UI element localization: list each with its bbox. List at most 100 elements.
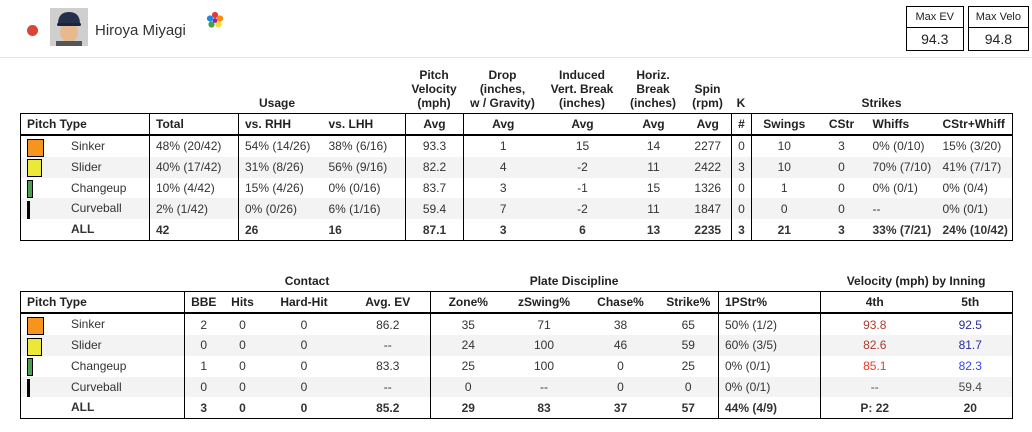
cell-hard-hit: 0	[300, 317, 308, 332]
max-ev-label: Max EV	[906, 7, 963, 28]
cell-swings: 10	[751, 156, 817, 178]
player-header: Hiroya Miyagi Max EV 94.3 Max Velo 94.8	[0, 0, 1032, 58]
cell-vs-rhh: 54% (14/26)	[238, 135, 323, 157]
max-ev-box: Max EV 94.3	[905, 6, 964, 51]
cell-avg-ev: 83.3	[376, 359, 400, 374]
cell-spin: 2422	[694, 160, 722, 175]
cell-hard-hit: 0	[300, 338, 308, 353]
cell-spin: 2235	[694, 222, 722, 237]
col-drop-avg: Avg	[463, 113, 543, 136]
group-header-usage: Usage	[258, 96, 296, 110]
col-inning-5: 5th	[928, 291, 1013, 315]
table-row-all: ALL 3 0 0 85.2 29 83 37 57 44% (4/9) P: …	[20, 397, 1013, 419]
table-header-row: Pitch Type BBE Hits Hard-Hit Avg. EV Zon…	[20, 291, 1013, 315]
cell-spin: 1847	[694, 201, 722, 216]
cell-cstr: 3	[838, 139, 845, 154]
cell-cstr-whiff: 0% (0/1)	[942, 201, 988, 216]
cell-swings: 10	[751, 135, 817, 157]
cell-total: 40% (17/42)	[149, 156, 239, 178]
col-bbe: BBE	[184, 291, 223, 315]
cell-hb: 14	[646, 139, 661, 154]
cell-drop: 4	[463, 156, 543, 178]
cell-avg-ev: 86.2	[376, 317, 400, 332]
pitch-color-swatch	[27, 357, 71, 377]
cell-velocity: 59.4	[405, 198, 464, 220]
cell-zone: 25	[430, 355, 506, 377]
max-velo-label: Max Velo	[968, 7, 1028, 28]
pitch-color-swatch	[27, 199, 71, 220]
cell-hits: 0	[239, 338, 246, 353]
col-strike-pct: Strike%	[658, 291, 719, 315]
cell-avg-ev: --	[383, 338, 392, 353]
cell-strike: 65	[681, 317, 695, 332]
cell-k: 0	[731, 177, 752, 199]
col-ivb-avg: Avg	[542, 113, 623, 136]
cell-bbe: 1	[184, 355, 223, 377]
pitch-color-swatch	[27, 336, 71, 356]
col-hits: Hits	[222, 291, 263, 315]
table-row-slider: Slider 0 0 0 -- 24 100 46 59 60% (3/5) 8…	[20, 334, 1013, 356]
status-dot-icon	[27, 25, 38, 36]
cell-1pstr: 44% (4/9)	[718, 397, 821, 419]
cell-vs-lhh: 16	[328, 222, 342, 237]
cell-inning-4: P: 22	[820, 397, 929, 419]
group-header-horiz-break: Horiz. Break (inches)	[629, 68, 676, 110]
pitch-type-label: Curveball	[71, 379, 122, 394]
cell-whiffs: 70% (7/10)	[872, 160, 932, 175]
cell-hb: 15	[646, 181, 661, 196]
cell-cstr-whiff: 24% (10/42)	[942, 222, 1008, 237]
col-zone-pct: Zone%	[430, 291, 506, 315]
col-vs-rhh: vs. RHH	[238, 113, 323, 136]
pitch-color-swatch	[27, 377, 71, 398]
cell-swings: 21	[751, 219, 817, 241]
table-row-curveball: Curveball 2% (1/42) 0% (0/26) 6% (1/16) …	[20, 198, 1013, 220]
cell-total: 10% (4/42)	[149, 177, 239, 199]
cell-chase: 0	[617, 380, 624, 395]
contact-table-group-headers: Contact Plate Discipline Velocity (mph) …	[20, 274, 1012, 291]
cell-zswing: --	[540, 380, 548, 395]
col-pitch-type: Pitch Type	[20, 113, 150, 136]
group-header-plate-discipline: Plate Discipline	[529, 274, 619, 289]
max-velo-value: 94.8	[984, 31, 1012, 47]
pitch-color-swatch	[27, 315, 71, 335]
pitch-type-label: Sinker	[71, 139, 106, 153]
group-header-k: K	[736, 96, 746, 110]
col-k-number: #	[731, 113, 752, 136]
cell-zone: 24	[430, 334, 506, 356]
col-spin-avg: Avg	[684, 113, 732, 136]
cell-inning-5: 81.7	[958, 338, 982, 353]
cell-inning-4: 85.1	[820, 355, 929, 377]
cell-velocity: 83.7	[405, 177, 464, 199]
cell-swings: 0	[751, 198, 817, 220]
cell-drop: 3	[463, 177, 543, 199]
cell-swings: 1	[751, 177, 817, 199]
cell-hb: 13	[646, 222, 661, 237]
pitch-usage-table: Pitch Type Total vs. RHH vs. LHH Avg Avg…	[20, 113, 1013, 242]
player-name: Hiroya Miyagi	[95, 22, 186, 39]
cell-hb: 11	[647, 160, 660, 175]
cell-inning-5: 92.5	[958, 317, 982, 332]
cell-hits: 0	[239, 317, 246, 332]
cell-vs-rhh: 0% (0/26)	[238, 198, 323, 220]
group-header-spin: Spin (rpm)	[692, 82, 723, 110]
pitch-type-label: Changeup	[71, 180, 127, 195]
cell-spin: 2277	[694, 139, 722, 154]
cell-1pstr: 0% (0/1)	[718, 376, 821, 398]
cell-velocity: 82.2	[405, 156, 464, 178]
col-total: Total	[149, 113, 239, 136]
cell-total: 48% (20/42)	[149, 135, 239, 157]
col-cstr: CStr	[816, 113, 867, 136]
cell-cstr-whiff: 0% (0/4)	[942, 181, 988, 196]
cell-zswing: 83	[537, 400, 551, 415]
max-velo-box: Max Velo 94.8	[967, 6, 1029, 51]
cell-vs-rhh: 15% (4/26)	[238, 177, 323, 199]
cell-ivb: 6	[579, 222, 586, 237]
player-avatar	[50, 8, 88, 46]
cell-total: 42	[149, 219, 239, 241]
group-header-velocity-by-inning: Velocity (mph) by Inning	[846, 274, 986, 289]
pitch-type-label: Slider	[71, 337, 102, 352]
cell-hard-hit: 0	[300, 400, 308, 415]
cell-ivb: -1	[577, 181, 588, 196]
cell-whiffs: 0% (0/1)	[872, 181, 918, 196]
cell-vs-lhh: 38% (6/16)	[328, 139, 388, 154]
